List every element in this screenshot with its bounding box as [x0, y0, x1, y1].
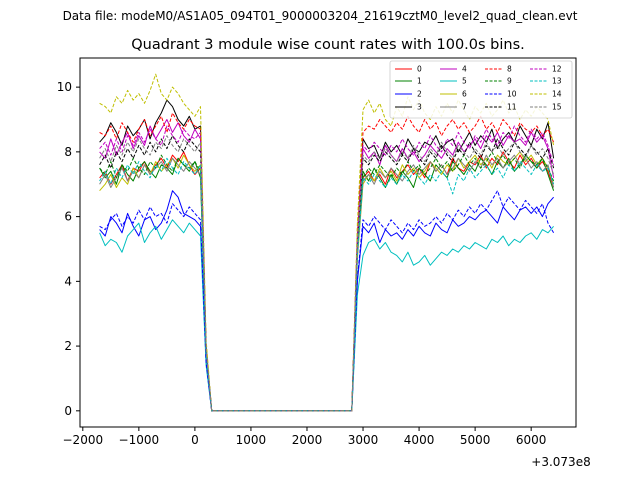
legend-label-11: 11 — [507, 103, 517, 112]
series-layer — [99, 73, 555, 412]
legend-label-3: 3 — [417, 103, 422, 112]
legend-label-1: 1 — [417, 77, 422, 86]
y-tick-label: 0 — [64, 404, 72, 418]
series-line-10 — [99, 190, 555, 412]
series-line-13 — [99, 157, 555, 412]
series-line-7 — [99, 154, 555, 412]
y-tick-label: 8 — [64, 145, 72, 159]
legend-label-2: 2 — [417, 90, 422, 99]
legend-label-15: 15 — [552, 103, 562, 112]
x-tick-label: 3000 — [348, 433, 379, 447]
chart-title: Quadrant 3 module wise count rates with … — [131, 37, 525, 53]
legend-label-6: 6 — [462, 90, 467, 99]
legend-label-10: 10 — [507, 90, 517, 99]
x-tick-label: 5000 — [460, 433, 491, 447]
figure-suptitle: Data file: modeM0/AS1A05_094T01_90000032… — [63, 9, 578, 23]
axes-frame — [79, 57, 577, 428]
series-line-14 — [99, 73, 555, 412]
y-tick-label: 2 — [64, 339, 72, 353]
x-tick-label: 2000 — [292, 433, 323, 447]
legend-label-4: 4 — [462, 65, 467, 74]
series-line-11 — [99, 135, 555, 412]
y-tick-label: 4 — [64, 274, 72, 288]
y-tick-label: 6 — [64, 210, 72, 224]
series-line-9 — [99, 151, 555, 412]
legend-label-8: 8 — [507, 65, 512, 74]
x-tick-label: −1000 — [119, 433, 160, 447]
x-tick-label: 4000 — [404, 433, 435, 447]
series-line-1 — [99, 154, 555, 412]
legend-label-9: 9 — [507, 77, 512, 86]
x-tick-label: 6000 — [516, 433, 547, 447]
legend-label-12: 12 — [552, 65, 562, 74]
y-axis: 0 2 4 6 8 10 — [57, 80, 80, 418]
series-line-6 — [99, 151, 555, 412]
x-axis: −2000 −1000 0 1000 2000 3000 4000 5000 6000 — [63, 427, 547, 447]
x-axis-offset-label: +3.073e8 — [531, 455, 590, 469]
legend-label-7: 7 — [462, 103, 467, 112]
x-tick-label: 1000 — [236, 433, 267, 447]
series-line-5 — [99, 219, 554, 412]
legend-label-13: 13 — [552, 77, 562, 86]
y-tick-label: 10 — [57, 80, 72, 94]
series-line-2 — [99, 190, 554, 412]
legend-label-14: 14 — [552, 90, 562, 99]
series-line-15 — [99, 135, 555, 412]
series-line-0 — [99, 151, 555, 412]
legend-box — [389, 60, 573, 119]
legend-label-0: 0 — [417, 65, 422, 74]
x-tick-label: 0 — [191, 433, 199, 447]
legend-label-5: 5 — [462, 77, 467, 86]
x-tick-label: −2000 — [63, 433, 104, 447]
